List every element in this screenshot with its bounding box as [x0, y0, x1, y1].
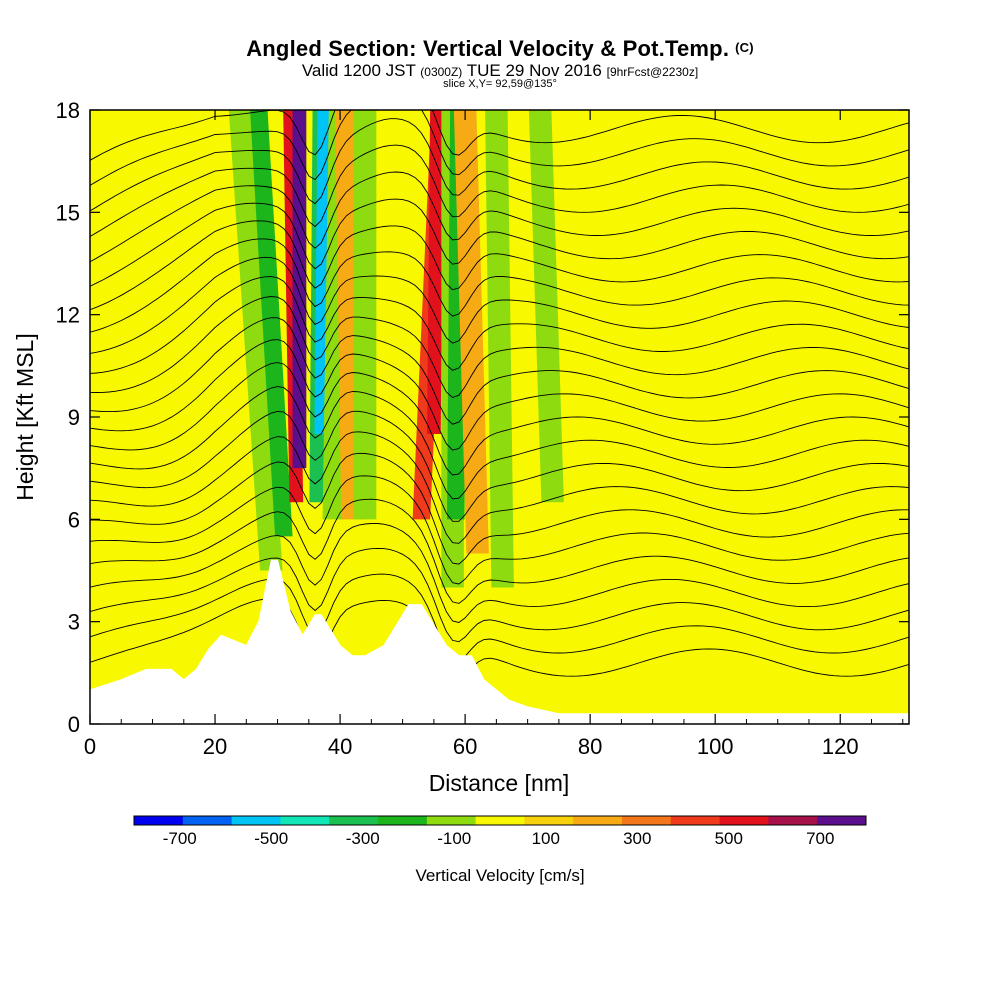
potential-temperature-contour — [90, 256, 909, 354]
colorbar-tick-label: 700 — [806, 829, 834, 848]
potential-temperature-contour — [90, 276, 909, 374]
potential-temperature-contour — [90, 598, 909, 683]
colorbar-frame — [133, 815, 867, 826]
y-tick-label: 3 — [68, 610, 80, 635]
velocity-band — [778, 110, 802, 714]
x-tick-label: 80 — [578, 734, 602, 759]
y-tick-label: 15 — [56, 200, 80, 225]
x-tick-label: 120 — [822, 734, 859, 759]
velocity-band — [628, 110, 652, 714]
potential-temperature-contour — [90, 144, 909, 237]
potential-temperature-contour — [90, 339, 909, 451]
velocity-band — [353, 110, 377, 520]
velocity-band — [722, 110, 752, 714]
colorbar-segment — [134, 816, 184, 825]
potential-temperature-contour — [90, 118, 909, 212]
velocity-band — [292, 110, 307, 469]
velocity-band — [453, 110, 489, 554]
colorbar-segment — [670, 816, 721, 825]
colorbar-segment — [280, 816, 330, 825]
x-axis-label: Distance [nm] — [429, 770, 570, 796]
potential-temperature-contour — [90, 171, 909, 263]
x-tick-label: 40 — [328, 734, 352, 759]
x-tick-label: 20 — [203, 734, 227, 759]
colorbar-segment — [573, 816, 623, 825]
potential-temperature-contour — [90, 547, 909, 643]
terrain-mask — [90, 559, 909, 724]
potential-temperature-contour — [90, 362, 909, 476]
colorbar — [133, 815, 867, 826]
colorbar-tick-label: 100 — [532, 829, 560, 848]
x-tick-label: 0 — [84, 734, 96, 759]
y-tick-label: 6 — [68, 507, 80, 532]
potential-temperature-contour — [90, 452, 909, 565]
colorbar-tick-label: 300 — [623, 829, 651, 848]
colorbar-segment — [622, 816, 672, 825]
colorbar-label: Vertical Velocity [cm/s] — [415, 866, 584, 885]
potential-temperature-contour — [90, 110, 909, 186]
colorbar-segment — [182, 816, 233, 825]
velocity-band — [250, 110, 293, 537]
colorbar-segment — [231, 816, 281, 825]
chart-title: Angled Section: Vertical Velocity & Pot.… — [246, 36, 754, 61]
velocity-band — [528, 110, 564, 503]
potential-temperature-contour — [90, 523, 909, 623]
potential-temperature-contour — [90, 498, 909, 604]
velocity-band — [172, 110, 196, 673]
potential-temperature-contour — [90, 475, 909, 585]
potential-temperature-contour — [90, 238, 909, 333]
x-tick-label: 100 — [697, 734, 734, 759]
velocity-band — [510, 110, 539, 554]
colorbar-segment — [475, 816, 525, 825]
y-tick-label: 9 — [68, 405, 80, 430]
potential-temperature-contour — [90, 296, 909, 399]
potential-temperature-contour — [90, 410, 909, 522]
chart-subtitle: Valid 1200 JST (0300Z) TUE 29 Nov 2016 [… — [301, 61, 699, 80]
colorbar-segment — [329, 816, 379, 825]
potential-temperature-contour — [90, 220, 909, 311]
velocity-band — [578, 110, 602, 714]
potential-temperature-contour — [90, 386, 909, 500]
colorbar-segment — [524, 816, 574, 825]
colorbar-tick-label: -300 — [346, 829, 380, 848]
potential-temperature-contour — [90, 431, 909, 544]
y-tick-label: 0 — [68, 712, 80, 737]
y-axis-label: Height [Kft MSL] — [12, 333, 38, 500]
colorbar-segment — [768, 816, 818, 825]
velocity-band — [228, 110, 283, 571]
x-tick-label: 60 — [453, 734, 477, 759]
potential-temperature-contour — [90, 110, 909, 161]
colorbar-tick-label: -700 — [163, 829, 197, 848]
colorbar-tick-label: -100 — [437, 829, 471, 848]
y-tick-label: 18 — [56, 98, 80, 123]
colorbar-segment — [719, 816, 769, 825]
potential-temperature-contour — [90, 317, 909, 425]
colorbar-tick-label: -500 — [254, 829, 288, 848]
colorbar-segment — [817, 816, 867, 825]
velocity-band — [485, 110, 514, 588]
colorbar-segment — [378, 816, 428, 825]
velocity-band — [135, 110, 158, 673]
colorbar-segment — [426, 816, 477, 825]
potential-temperature-contour — [90, 573, 909, 662]
slice-info: slice X,Y= 92,59@135° — [443, 78, 557, 90]
colorbar-tick-label: 500 — [715, 829, 743, 848]
potential-temperature-contour — [90, 198, 909, 287]
velocity-band — [666, 110, 702, 714]
y-tick-label: 12 — [56, 303, 80, 328]
velocity-band — [835, 110, 864, 714]
